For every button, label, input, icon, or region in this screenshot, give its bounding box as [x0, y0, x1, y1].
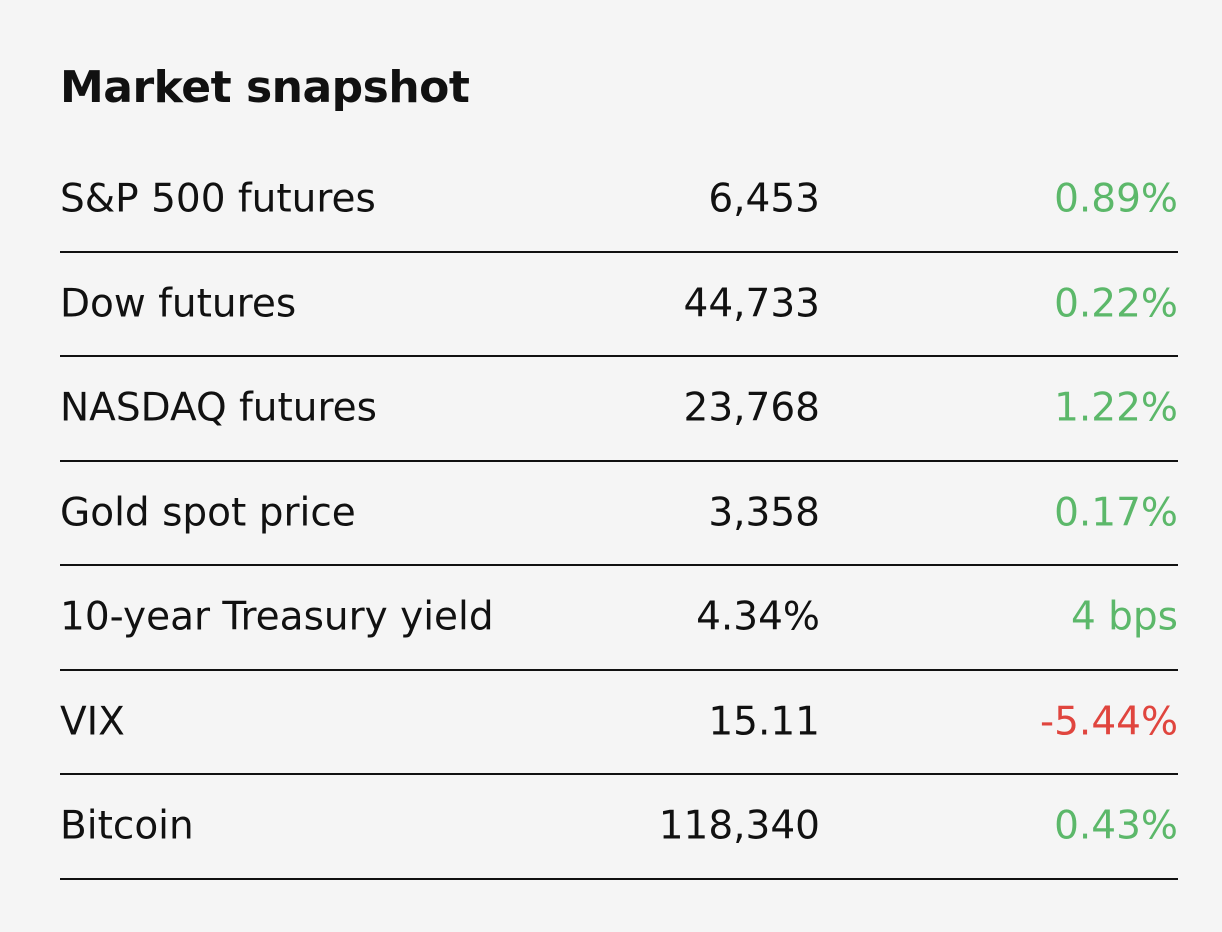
cell-value: 118,340 — [658, 803, 820, 849]
cell-change: 1.22% — [1054, 385, 1178, 431]
table-row: Bitcoin 118,340 0.43% — [60, 775, 1178, 880]
cell-value: 44,733 — [683, 281, 820, 327]
cell-change: -5.44% — [1040, 699, 1178, 745]
cell-change: 0.17% — [1054, 490, 1178, 536]
cell-value: 6,453 — [708, 176, 820, 222]
cell-change: 0.43% — [1054, 803, 1178, 849]
cell-name: Dow futures — [60, 281, 297, 327]
cell-name: S&P 500 futures — [60, 176, 376, 222]
cell-name: NASDAQ futures — [60, 385, 377, 431]
table-row: S&P 500 futures 6,453 0.89% — [60, 148, 1178, 253]
cell-name: VIX — [60, 699, 125, 745]
snapshot-table: S&P 500 futures 6,453 0.89% Dow futures 44,7… — [60, 148, 1178, 880]
cell-name: Gold spot price — [60, 490, 356, 536]
cell-value: 15.11 — [708, 699, 820, 745]
cell-value: 3,358 — [708, 490, 820, 536]
table-row: Gold spot price 3,358 0.17% — [60, 462, 1178, 566]
table-row: NASDAQ futures 23,768 1.22% — [60, 357, 1178, 462]
cell-value: 4.34% — [696, 594, 820, 640]
cell-change: 0.89% — [1054, 176, 1178, 222]
cell-value: 23,768 — [683, 385, 820, 431]
cell-name: Bitcoin — [60, 803, 194, 849]
table-row: Dow futures 44,733 0.22% — [60, 253, 1178, 357]
cell-change: 0.22% — [1054, 281, 1178, 327]
title: Market snapshot — [60, 62, 470, 113]
cell-name: 10-year Treasury yield — [60, 594, 494, 640]
table-row: 10-year Treasury yield 4.34% 4 bps — [60, 566, 1178, 671]
cell-change: 4 bps — [1070, 594, 1178, 640]
table-row: VIX 15.11 -5.44% — [60, 671, 1178, 775]
